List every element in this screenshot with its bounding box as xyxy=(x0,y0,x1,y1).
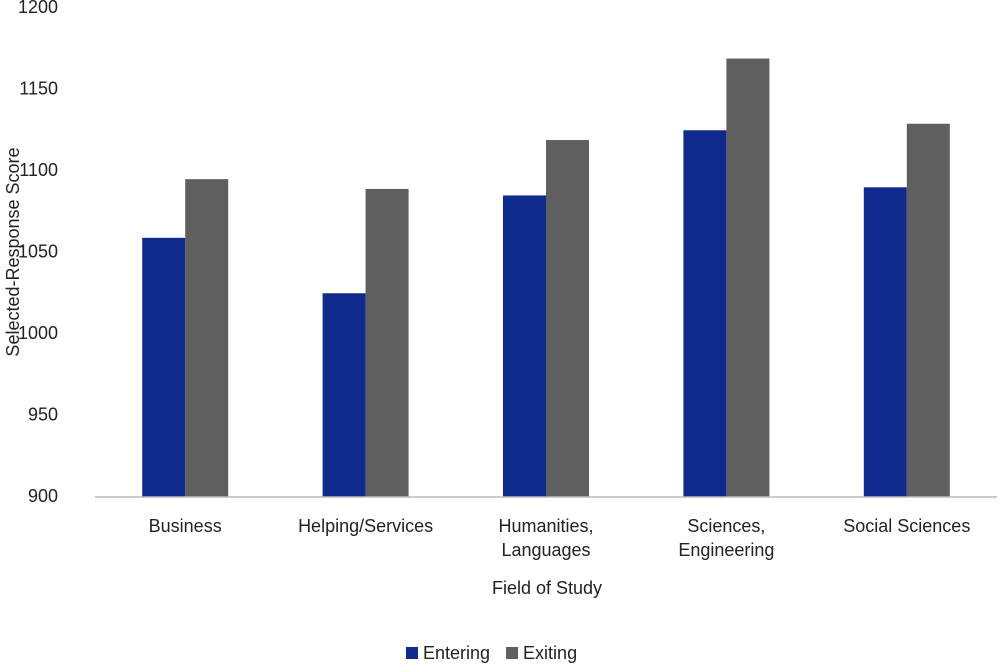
bar xyxy=(185,179,229,497)
x-axis-title: Field of Study xyxy=(492,578,602,598)
y-tick-label: 950 xyxy=(28,404,58,424)
bar xyxy=(683,130,727,497)
x-tick-label: Humanities, Languages xyxy=(498,516,594,560)
bar xyxy=(863,187,907,498)
x-tick-label: Helping/Services xyxy=(298,516,434,536)
y-tick-label: 1150 xyxy=(19,78,58,98)
y-tick-label: 1000 xyxy=(18,323,58,343)
legend-label: Exiting xyxy=(523,643,577,663)
bar xyxy=(726,58,770,497)
legend-swatch xyxy=(406,647,418,659)
bar xyxy=(322,293,366,497)
bar xyxy=(906,123,950,497)
x-tick-label: Business xyxy=(148,516,222,536)
legend-swatch xyxy=(506,647,519,659)
bar xyxy=(365,188,409,497)
bar xyxy=(546,140,589,497)
y-axis-title: Selected-Response Score xyxy=(3,147,23,356)
bar xyxy=(503,195,546,497)
x-tick-label: Sciences, Engineering xyxy=(678,516,775,560)
y-tick-label: 900 xyxy=(28,486,58,506)
y-tick-label: 1200 xyxy=(18,0,58,17)
legend-label: Entering xyxy=(423,643,490,663)
x-tick-label: Social Sciences xyxy=(843,516,971,536)
y-tick-label: 1100 xyxy=(19,160,58,180)
bar xyxy=(142,237,186,497)
y-tick-label: 1050 xyxy=(18,241,58,261)
